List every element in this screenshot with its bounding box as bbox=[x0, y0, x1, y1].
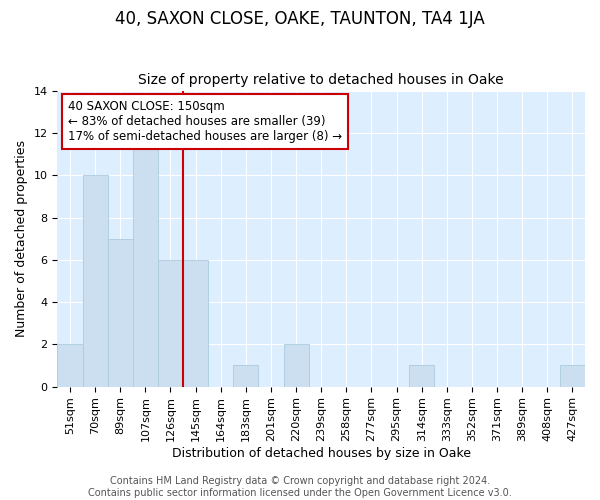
Bar bbox=[183, 260, 208, 386]
Bar bbox=[158, 260, 183, 386]
Text: Contains HM Land Registry data © Crown copyright and database right 2024.
Contai: Contains HM Land Registry data © Crown c… bbox=[88, 476, 512, 498]
Bar bbox=[83, 176, 107, 386]
Text: 40, SAXON CLOSE, OAKE, TAUNTON, TA4 1JA: 40, SAXON CLOSE, OAKE, TAUNTON, TA4 1JA bbox=[115, 10, 485, 28]
Title: Size of property relative to detached houses in Oake: Size of property relative to detached ho… bbox=[139, 73, 504, 87]
Bar bbox=[560, 366, 585, 386]
Bar bbox=[107, 239, 133, 386]
Y-axis label: Number of detached properties: Number of detached properties bbox=[15, 140, 28, 338]
Bar bbox=[284, 344, 308, 387]
Bar bbox=[233, 366, 259, 386]
X-axis label: Distribution of detached houses by size in Oake: Distribution of detached houses by size … bbox=[172, 447, 471, 460]
Bar bbox=[133, 133, 158, 386]
Text: 40 SAXON CLOSE: 150sqm
← 83% of detached houses are smaller (39)
17% of semi-det: 40 SAXON CLOSE: 150sqm ← 83% of detached… bbox=[68, 100, 342, 143]
Bar bbox=[409, 366, 434, 386]
Bar bbox=[58, 344, 83, 387]
